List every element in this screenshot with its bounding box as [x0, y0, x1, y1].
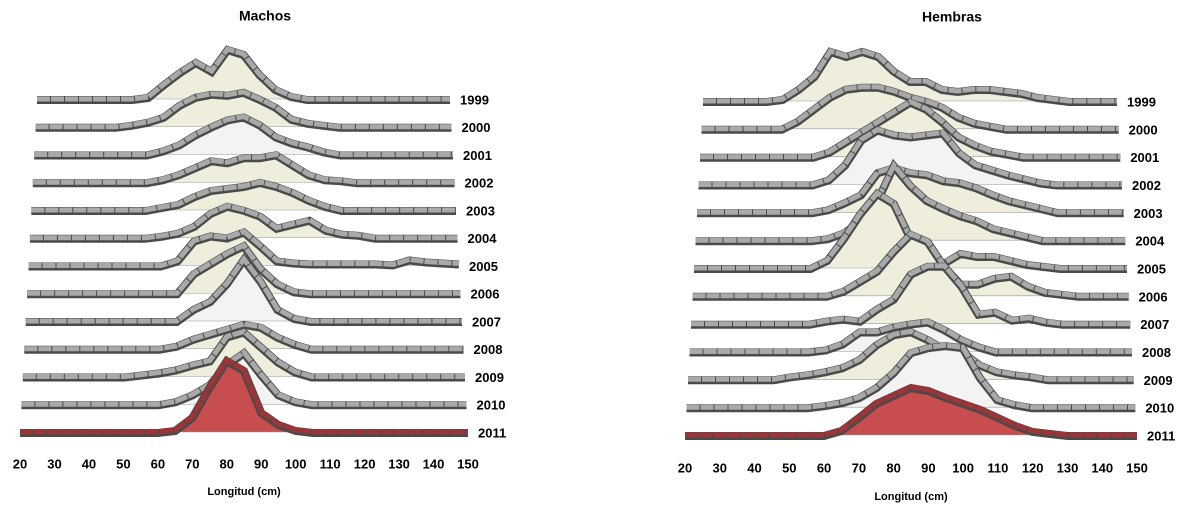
x-tick-label: 70 [185, 456, 199, 471]
ridge-area [34, 116, 453, 155]
x-tick-label: 140 [423, 456, 445, 471]
ridge-area [698, 129, 1122, 185]
x-tick-label: 100 [952, 460, 974, 475]
x-tick-label: 100 [285, 456, 307, 471]
x-tick-label: 40 [82, 456, 96, 471]
ridge-ribbon [27, 242, 461, 296]
ridge-area [35, 91, 452, 127]
series-label: 2009 [1144, 373, 1173, 388]
ridge-ribbon [22, 328, 465, 379]
series-label: 2004 [1135, 234, 1165, 249]
chart-title: Machos [239, 8, 291, 24]
ridge-ribbon [31, 179, 456, 213]
ridge-ribbon [20, 356, 468, 435]
ridge-area [37, 49, 450, 99]
series-label: 2005 [1137, 261, 1166, 276]
ridge-ribbon [32, 151, 455, 185]
ridge-ribbon [698, 126, 1122, 187]
ridge-area [32, 154, 455, 183]
series-label: 1999 [460, 92, 489, 107]
x-tick-label: 150 [457, 456, 479, 471]
series-label: 2011 [478, 425, 506, 440]
ridge-area [695, 165, 1126, 241]
ridge-area [685, 387, 1137, 435]
x-tick-label: 130 [388, 456, 410, 471]
series-label: 2007 [472, 314, 501, 329]
series-label: 2003 [1134, 206, 1163, 221]
x-tick-label: 30 [47, 456, 61, 471]
x-tick-label: 140 [1091, 460, 1113, 475]
ridge-ribbon [688, 328, 1134, 382]
x-tick-label: 60 [151, 456, 165, 471]
ridge-ribbon [21, 348, 467, 407]
ridge-area [25, 259, 462, 321]
series-label: 2004 [468, 231, 498, 246]
series-label: 2008 [1142, 345, 1171, 360]
series-label: 2000 [1129, 122, 1158, 137]
x-tick-label: 60 [817, 460, 831, 475]
series-label: 2001 [1130, 150, 1159, 165]
x-tick-label: 120 [1022, 460, 1044, 475]
x-tick-label: 50 [116, 456, 130, 471]
ridge-ribbon [37, 46, 450, 102]
ridge-area [686, 345, 1136, 408]
x-tick-label: 110 [987, 460, 1008, 475]
ridge-ribbon [25, 254, 462, 324]
ridge-ribbon [692, 230, 1129, 299]
x-tick-label: 90 [254, 456, 268, 471]
series-label: 2010 [477, 398, 506, 413]
x-tick-label: 20 [13, 456, 27, 471]
series-label: 2008 [474, 342, 503, 357]
x-axis-title: Longitud (cm) [874, 491, 948, 503]
ridge-area [692, 233, 1129, 296]
x-tick-label: 50 [782, 460, 796, 475]
ridge-ribbon [689, 318, 1132, 354]
ridge-area [29, 205, 458, 238]
chart-title: Hembras [922, 9, 982, 25]
series-label: 2002 [465, 176, 494, 191]
series-label: 2006 [1139, 289, 1168, 304]
ridge-ribbon [695, 160, 1126, 243]
ridge-ribbon [691, 263, 1131, 327]
ridge-ribbon [28, 228, 460, 268]
series-label: 2009 [475, 370, 504, 385]
x-tick-label: 70 [852, 460, 866, 475]
ridge-ribbon [685, 384, 1137, 438]
series-label: 2005 [469, 259, 498, 274]
ridge-area [691, 265, 1131, 324]
ridge-ribbon [24, 321, 464, 352]
series-label: 2003 [466, 203, 495, 218]
x-tick-label: 80 [220, 456, 234, 471]
series-label: 2006 [471, 287, 500, 302]
ridge-ribbon [29, 203, 458, 241]
x-tick-label: 80 [886, 460, 900, 475]
ridge-ribbon [35, 89, 452, 130]
ridge-area [20, 360, 468, 432]
series-label: 2007 [1140, 317, 1169, 332]
x-tick-label: 110 [320, 456, 341, 471]
series-label: 2011 [1147, 428, 1175, 443]
ridge-ribbon [701, 84, 1119, 132]
series-label: 2000 [462, 120, 491, 135]
series-label: 2010 [1145, 401, 1174, 416]
ridge-ribbon [697, 164, 1124, 215]
x-tick-label: 130 [1057, 460, 1079, 475]
x-axis-title: Longitud (cm) [207, 486, 281, 498]
x-tick-label: 150 [1126, 460, 1148, 475]
x-tick-label: 90 [921, 460, 935, 475]
series-label: 1999 [1127, 94, 1156, 109]
x-tick-label: 30 [713, 460, 727, 475]
ridge-area [700, 101, 1121, 157]
series-label: 2002 [1132, 178, 1161, 193]
x-tick-label: 120 [354, 456, 376, 471]
x-tick-label: 20 [678, 460, 692, 475]
ridge-ribbon [686, 342, 1136, 410]
x-tick-label: 40 [747, 460, 761, 475]
ridge-ribbon [34, 113, 453, 157]
ridge-area [31, 182, 457, 210]
series-label: 2001 [463, 148, 492, 163]
ridge-ribbon [700, 98, 1121, 160]
ridge-ribbon [703, 48, 1117, 104]
